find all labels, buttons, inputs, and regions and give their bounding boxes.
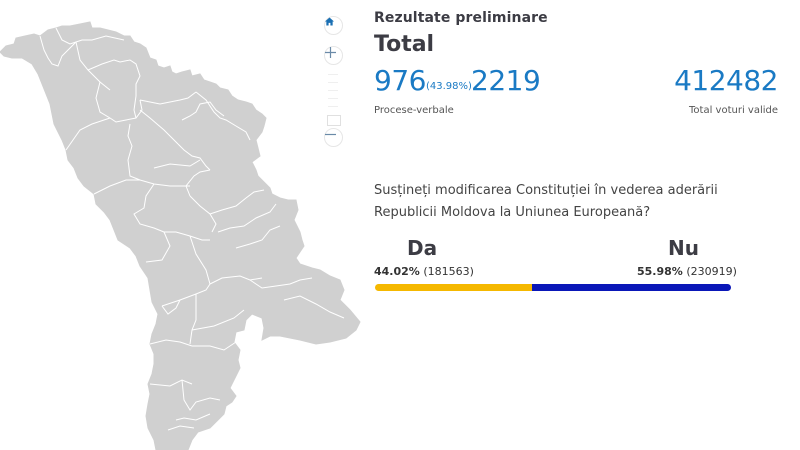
protocols-percent: (43.98%) [426,81,472,92]
valid-votes-total: 412482 [674,64,778,97]
protocols-counted: 976 [374,64,426,97]
no-label: Nu [668,236,699,260]
protocols-label: Procese-verbale [374,105,454,116]
no-result: 55.98% (230919) [637,265,737,278]
plus-icon [325,47,336,58]
referendum-question: Susțineți modificarea Constituției în ve… [374,183,718,220]
panel-subtitle: Rezultate preliminare [374,10,548,26]
map-regions[interactable] [0,0,362,450]
home-icon [325,17,334,26]
zoom-slider-tick[interactable] [328,82,338,83]
protocols-total: 2219 [471,64,541,97]
zoom-slider-tick[interactable] [328,90,338,91]
country-shape[interactable] [0,21,361,450]
valid-votes-label: Total voturi valide [689,105,778,116]
stats-row: 976 (43.98%) 2219 412482 [374,64,778,98]
zoom-slider-tick[interactable] [328,74,338,75]
zoom-in-button[interactable] [324,46,343,65]
yes-bar-segment [375,284,532,291]
region-borders [39,27,345,431]
moldova-map[interactable] [0,0,362,450]
no-bar-segment [531,284,731,291]
zoom-slider-handle[interactable] [327,115,341,126]
zoom-out-button[interactable] [324,128,343,147]
zoom-slider-tick[interactable] [328,98,338,99]
yes-percent: 44.02% [374,265,420,278]
minus-icon [325,133,336,136]
no-votes: (230919) [686,265,737,278]
yes-votes: (181563) [423,265,474,278]
panel-title: Total [374,32,435,57]
no-percent: 55.98% [637,265,683,278]
yes-label: Da [407,236,438,260]
zoom-slider-tick[interactable] [328,106,338,107]
yes-result: 44.02% (181563) [374,265,474,278]
results-bar [375,284,731,291]
home-button[interactable] [324,16,343,35]
